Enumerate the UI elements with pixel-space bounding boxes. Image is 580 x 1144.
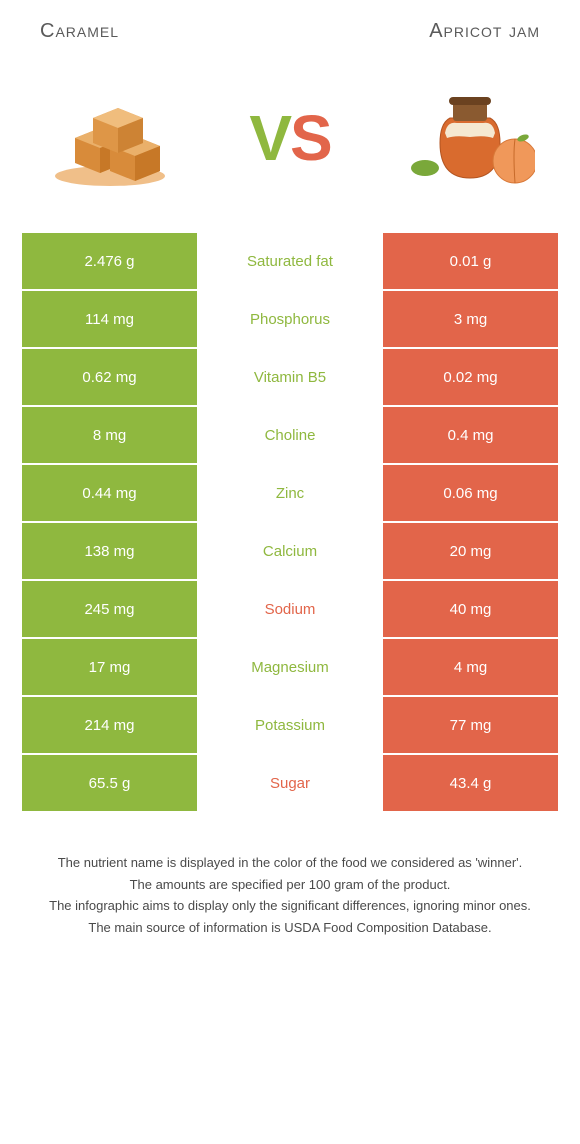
vs-s: S <box>290 101 331 175</box>
table-row: 214 mgPotassium77 mg <box>22 697 558 753</box>
nutrient-label: Zinc <box>197 465 383 521</box>
caramel-image <box>40 83 180 193</box>
value-left: 114 mg <box>22 291 197 347</box>
value-left: 214 mg <box>22 697 197 753</box>
comparison-table: 2.476 gSaturated fat0.01 g114 mgPhosphor… <box>0 233 580 811</box>
value-left: 17 mg <box>22 639 197 695</box>
vs-v: V <box>249 101 290 175</box>
value-right: 0.06 mg <box>383 465 558 521</box>
nutrient-label: Potassium <box>197 697 383 753</box>
table-row: 8 mgCholine0.4 mg <box>22 407 558 463</box>
footer-line: The infographic aims to display only the… <box>28 896 552 916</box>
footer-line: The main source of information is USDA F… <box>28 918 552 938</box>
table-row: 17 mgMagnesium4 mg <box>22 639 558 695</box>
nutrient-label: Magnesium <box>197 639 383 695</box>
value-left: 138 mg <box>22 523 197 579</box>
title-right: Apricot jam <box>429 20 540 43</box>
value-right: 40 mg <box>383 581 558 637</box>
table-row: 245 mgSodium40 mg <box>22 581 558 637</box>
table-row: 0.62 mgVitamin B50.02 mg <box>22 349 558 405</box>
value-right: 0.02 mg <box>383 349 558 405</box>
header: Caramel Apricot jam <box>0 0 580 53</box>
nutrient-label: Calcium <box>197 523 383 579</box>
nutrient-label: Sodium <box>197 581 383 637</box>
footer-line: The amounts are specified per 100 gram o… <box>28 875 552 895</box>
value-right: 77 mg <box>383 697 558 753</box>
nutrient-label: Choline <box>197 407 383 463</box>
value-right: 20 mg <box>383 523 558 579</box>
apricot-jam-image <box>400 83 540 193</box>
table-row: 65.5 gSugar43.4 g <box>22 755 558 811</box>
value-right: 3 mg <box>383 291 558 347</box>
nutrient-label: Saturated fat <box>197 233 383 289</box>
nutrient-label: Vitamin B5 <box>197 349 383 405</box>
value-left: 245 mg <box>22 581 197 637</box>
nutrient-label: Sugar <box>197 755 383 811</box>
value-right: 4 mg <box>383 639 558 695</box>
value-right: 0.4 mg <box>383 407 558 463</box>
value-right: 0.01 g <box>383 233 558 289</box>
value-left: 0.62 mg <box>22 349 197 405</box>
table-row: 0.44 mgZinc0.06 mg <box>22 465 558 521</box>
value-left: 65.5 g <box>22 755 197 811</box>
value-right: 43.4 g <box>383 755 558 811</box>
vs-label: V S <box>249 101 330 175</box>
hero-row: V S <box>0 53 580 233</box>
table-row: 114 mgPhosphorus3 mg <box>22 291 558 347</box>
table-row: 2.476 gSaturated fat0.01 g <box>22 233 558 289</box>
value-left: 2.476 g <box>22 233 197 289</box>
footer-notes: The nutrient name is displayed in the co… <box>0 813 580 959</box>
nutrient-label: Phosphorus <box>197 291 383 347</box>
title-left: Caramel <box>40 20 119 43</box>
value-left: 8 mg <box>22 407 197 463</box>
table-row: 138 mgCalcium20 mg <box>22 523 558 579</box>
footer-line: The nutrient name is displayed in the co… <box>28 853 552 873</box>
value-left: 0.44 mg <box>22 465 197 521</box>
